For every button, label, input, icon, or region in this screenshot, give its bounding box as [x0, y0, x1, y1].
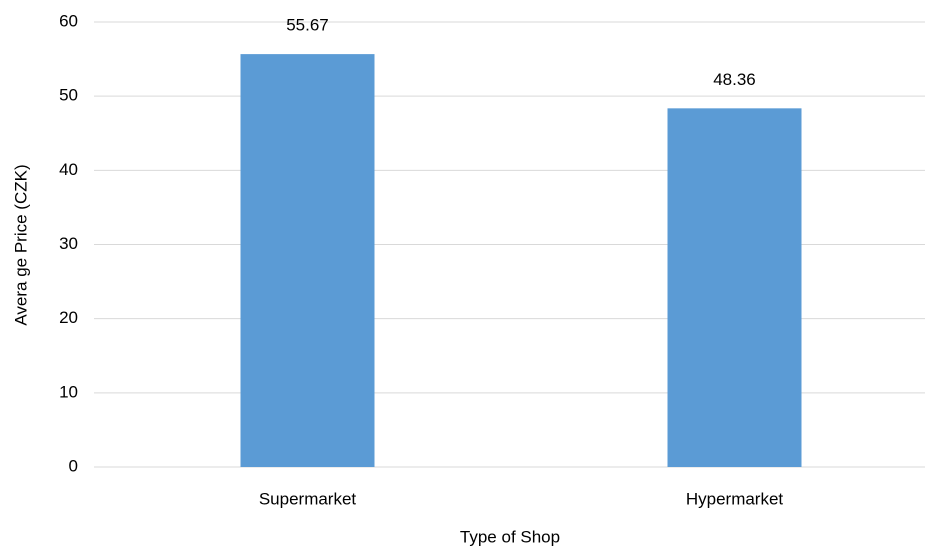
x-axis-label: Type of Shop — [460, 527, 560, 546]
y-tick-label: 10 — [59, 382, 78, 401]
y-axis-label: Avera ge Price (CZK) — [11, 164, 30, 325]
y-tick-label: 20 — [59, 308, 78, 327]
data-label: 48.36 — [713, 70, 756, 89]
bar — [240, 54, 375, 467]
data-label: 55.67 — [286, 16, 329, 35]
y-tick-label: 50 — [59, 86, 78, 105]
y-tick-label: 60 — [59, 11, 78, 30]
bar — [667, 108, 802, 467]
y-tick-label: 0 — [69, 456, 78, 475]
y-tick-label: 40 — [59, 160, 78, 179]
x-tick-label: Hypermarket — [686, 489, 784, 508]
x-tick-label: Supermarket — [259, 489, 357, 508]
y-tick-label: 30 — [59, 234, 78, 253]
